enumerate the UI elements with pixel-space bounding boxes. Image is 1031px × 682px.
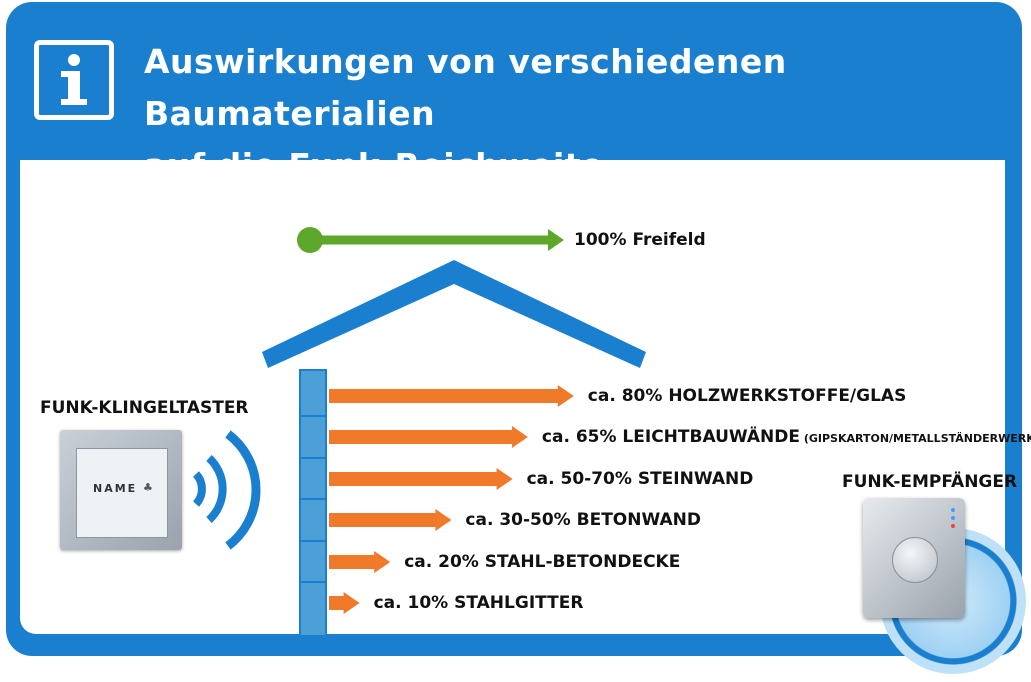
material-label-text: ca. 10% STAHLGITTER <box>373 593 584 613</box>
material-label-text: ca. 80% HOLZWERKSTOFFE/GLAS <box>587 386 907 406</box>
pushbutton-nameplate: NAME <box>93 482 138 495</box>
reach-arrow <box>329 385 574 407</box>
pushbutton-face: NAME ♣ <box>76 448 168 538</box>
material-label: ca. 80% HOLZWERKSTOFFE/GLAS <box>588 385 907 407</box>
reach-arrow <box>329 509 452 531</box>
material-label-text: ca. 20% STAHL-BETONDECKE <box>404 552 681 572</box>
led-icon <box>951 516 955 520</box>
page-title: Auswirkungen von verschiedenen Baumateri… <box>144 36 1004 192</box>
material-label: ca. 50-70% STEINWAND <box>527 468 754 490</box>
material-label-text: ca. 50-70% STEINWAND <box>526 469 754 489</box>
wall-joints <box>300 415 326 583</box>
led-icon <box>951 524 955 528</box>
reach-arrow <box>329 592 360 614</box>
receiver-label: FUNK-EMPFÄNGER <box>842 472 1018 492</box>
bell-icon: ♣ <box>143 481 153 494</box>
material-label: ca. 30-50% BETONWAND <box>465 509 701 531</box>
freefield-label: 100% Freifeld <box>574 230 706 250</box>
reach-arrow <box>329 551 391 573</box>
wireless-receiver <box>863 498 965 618</box>
material-label-text: ca. 30-50% BETONWAND <box>465 510 701 530</box>
radio-waves-icon <box>192 430 261 550</box>
reach-arrow <box>329 426 528 448</box>
material-label: ca. 20% STAHL-BETONDECKE <box>404 551 680 573</box>
page-title-line-1: Auswirkungen von verschiedenen Baumateri… <box>144 42 787 133</box>
freefield-arrow <box>297 227 564 253</box>
house-wall <box>299 369 327 637</box>
led-icon <box>951 508 955 512</box>
material-label: ca. 10% STAHLGITTER <box>374 592 584 614</box>
info-icon <box>34 40 114 120</box>
reach-arrow <box>329 468 513 490</box>
material-label-text: ca. 65% LEICHTBAUWÄNDE <box>541 427 800 447</box>
wireless-pushbutton: NAME ♣ <box>60 430 182 550</box>
material-label-note: (GIPSKARTON/METALLSTÄNDERWERK) <box>800 432 1031 445</box>
receiver-button <box>892 537 938 583</box>
page-title-line-2: auf die Funk-Reichweite <box>144 146 604 185</box>
material-label: ca. 65% LEICHTBAUWÄNDE (GIPSKARTON/METAL… <box>542 426 1031 450</box>
sender-label: FUNK-KLINGELTASTER <box>40 398 249 418</box>
house-roof <box>262 260 646 368</box>
